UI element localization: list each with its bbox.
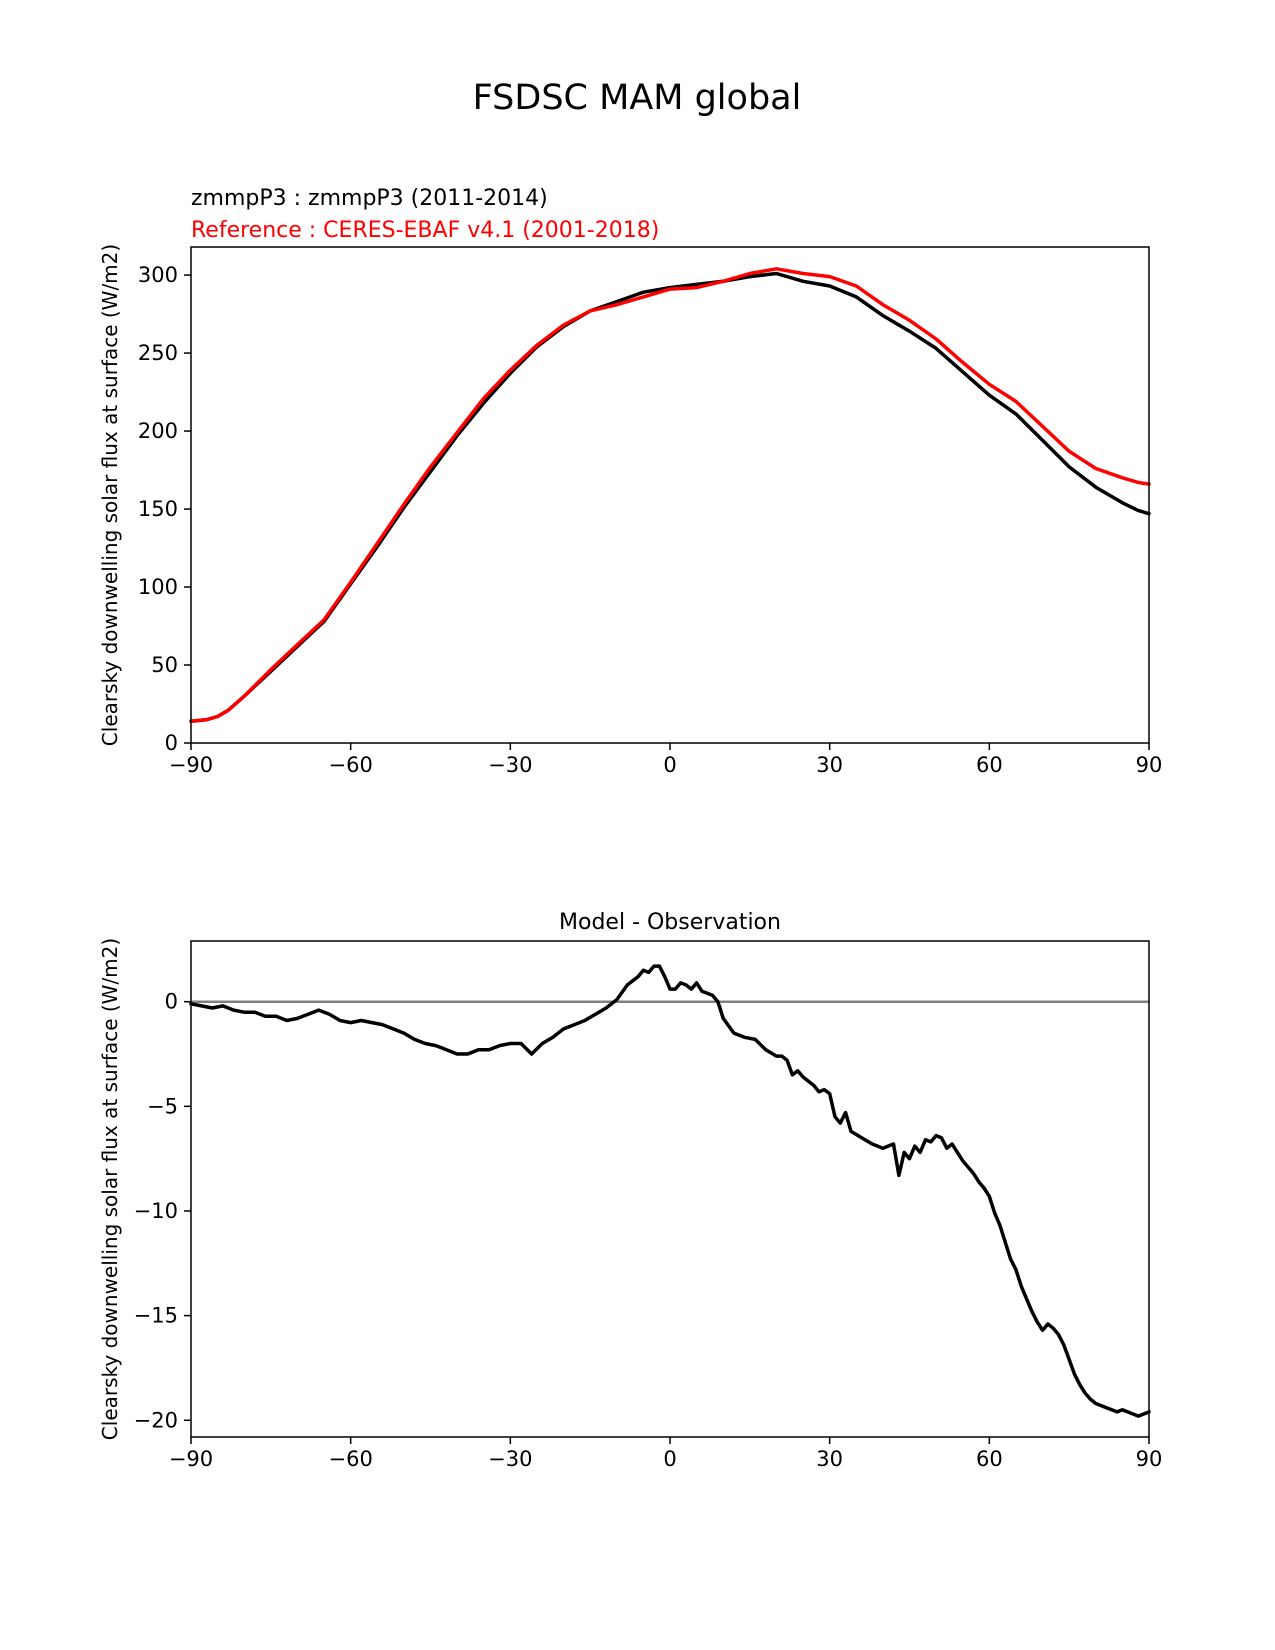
y-tick-label: 200 [138,419,178,443]
y-tick-label: 300 [138,263,178,287]
panel-title-line: Reference : CERES-EBAF v4.1 (2001-2018) [191,218,659,243]
y-tick-label: 50 [151,653,178,677]
x-tick-label: 0 [663,753,676,777]
x-tick-label: 60 [976,1447,1003,1471]
y-axis-label: Clearsky downwelling solar flux at surfa… [98,938,122,1440]
x-tick-label: 30 [816,1447,843,1471]
x-tick-label: −90 [169,753,213,777]
panel-title: Model - Observation [559,910,781,935]
bottom-panel-difference-chart: Model - Observation Clearsky downwelling … [98,910,1162,1471]
y-tick-label: 100 [138,575,178,599]
top-panel-line-chart: zmmpP3 : zmmpP3 (2011-2014) Reference : C… [98,186,1162,777]
figure-title: FSDSC MAM global [473,78,802,118]
y-tick-label: 250 [138,341,178,365]
x-tick-label: 60 [976,753,1003,777]
x-tick-label: 30 [816,753,843,777]
x-tick-label: −60 [329,1447,373,1471]
y-tick-label: −5 [147,1094,178,1118]
series-line-1 [189,964,1151,1418]
y-tick-label: 0 [165,731,178,755]
y-tick-label: −10 [134,1199,178,1223]
x-tick-label: −60 [329,753,373,777]
x-tick-label: 0 [663,1447,676,1471]
panel-title-line: zmmpP3 : zmmpP3 (2011-2014) [191,186,548,211]
y-tick-label: −20 [134,1408,178,1432]
y-tick-label: −15 [134,1304,178,1328]
series-line-2 [189,267,1151,723]
x-tick-label: 90 [1136,1447,1163,1471]
x-tick-label: −30 [488,753,532,777]
x-tick-label: −30 [488,1447,532,1471]
y-axis-label: Clearsky downwelling solar flux at surfa… [98,244,122,746]
y-tick-label: 0 [165,990,178,1014]
y-tick-label: 150 [138,497,178,521]
x-tick-label: −90 [169,1447,213,1471]
x-tick-label: 90 [1136,753,1163,777]
